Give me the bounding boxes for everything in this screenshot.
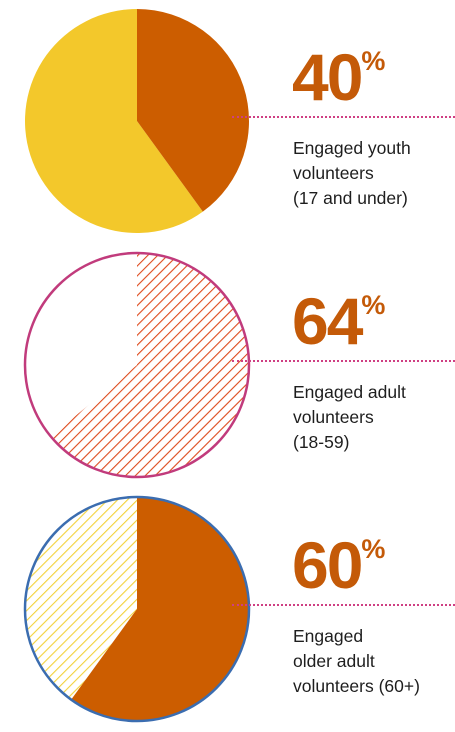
adult-caption-line-3: (18-59)	[293, 432, 350, 452]
youth-value-slice	[137, 9, 249, 212]
older-adult-panel: 60% Engaged older adult volunteers (60+)	[0, 488, 455, 732]
adult-remainder-slice	[24, 253, 137, 437]
youth-leader-line	[232, 116, 455, 118]
adult-leader-line	[232, 360, 455, 362]
older-adult-percent-number: 60	[292, 528, 363, 602]
older-adult-percent-sign: %	[361, 534, 386, 564]
youth-panel: 40% Engaged youth volunteers (17 and und…	[0, 0, 455, 244]
adult-caption-line-2: volunteers	[293, 407, 374, 427]
youth-percent: 40%	[292, 44, 385, 110]
adult-percent-number: 64	[292, 284, 363, 358]
adult-caption: Engaged adult volunteers (18-59)	[293, 380, 406, 455]
older-adult-pie-chart	[23, 495, 251, 723]
youth-caption-line-2: volunteers	[293, 163, 374, 183]
adult-percent: 64%	[292, 288, 385, 354]
adult-pie-chart	[23, 251, 251, 479]
adult-panel: 64% Engaged adult volunteers (18-59)	[0, 244, 455, 488]
older-adult-percent: 60%	[292, 532, 385, 598]
adult-caption-line-1: Engaged adult	[293, 382, 406, 402]
youth-caption-line-1: Engaged youth	[293, 138, 411, 158]
adult-pie-outline	[23, 251, 251, 479]
youth-remainder-slice	[24, 8, 203, 233]
older-adult-caption: Engaged older adult volunteers (60+)	[293, 624, 420, 699]
older-adult-caption-line-3: volunteers (60+)	[293, 676, 420, 696]
youth-percent-number: 40	[292, 40, 363, 114]
youth-caption: Engaged youth volunteers (17 and under)	[293, 136, 411, 211]
older-adult-caption-line-1: Engaged	[293, 626, 364, 646]
older-adult-value-slice	[71, 497, 250, 721]
youth-pie-chart	[24, 8, 249, 233]
older-adult-caption-line-2: older adult	[293, 651, 375, 671]
youth-caption-line-3: (17 and under)	[293, 188, 408, 208]
older-adult-leader-line	[232, 604, 455, 606]
older-adult-pie-outline	[23, 495, 251, 723]
adult-percent-sign: %	[361, 290, 386, 320]
older-adult-remainder-slice	[25, 497, 137, 700]
adult-value-slice	[50, 253, 249, 477]
youth-percent-sign: %	[361, 46, 386, 76]
